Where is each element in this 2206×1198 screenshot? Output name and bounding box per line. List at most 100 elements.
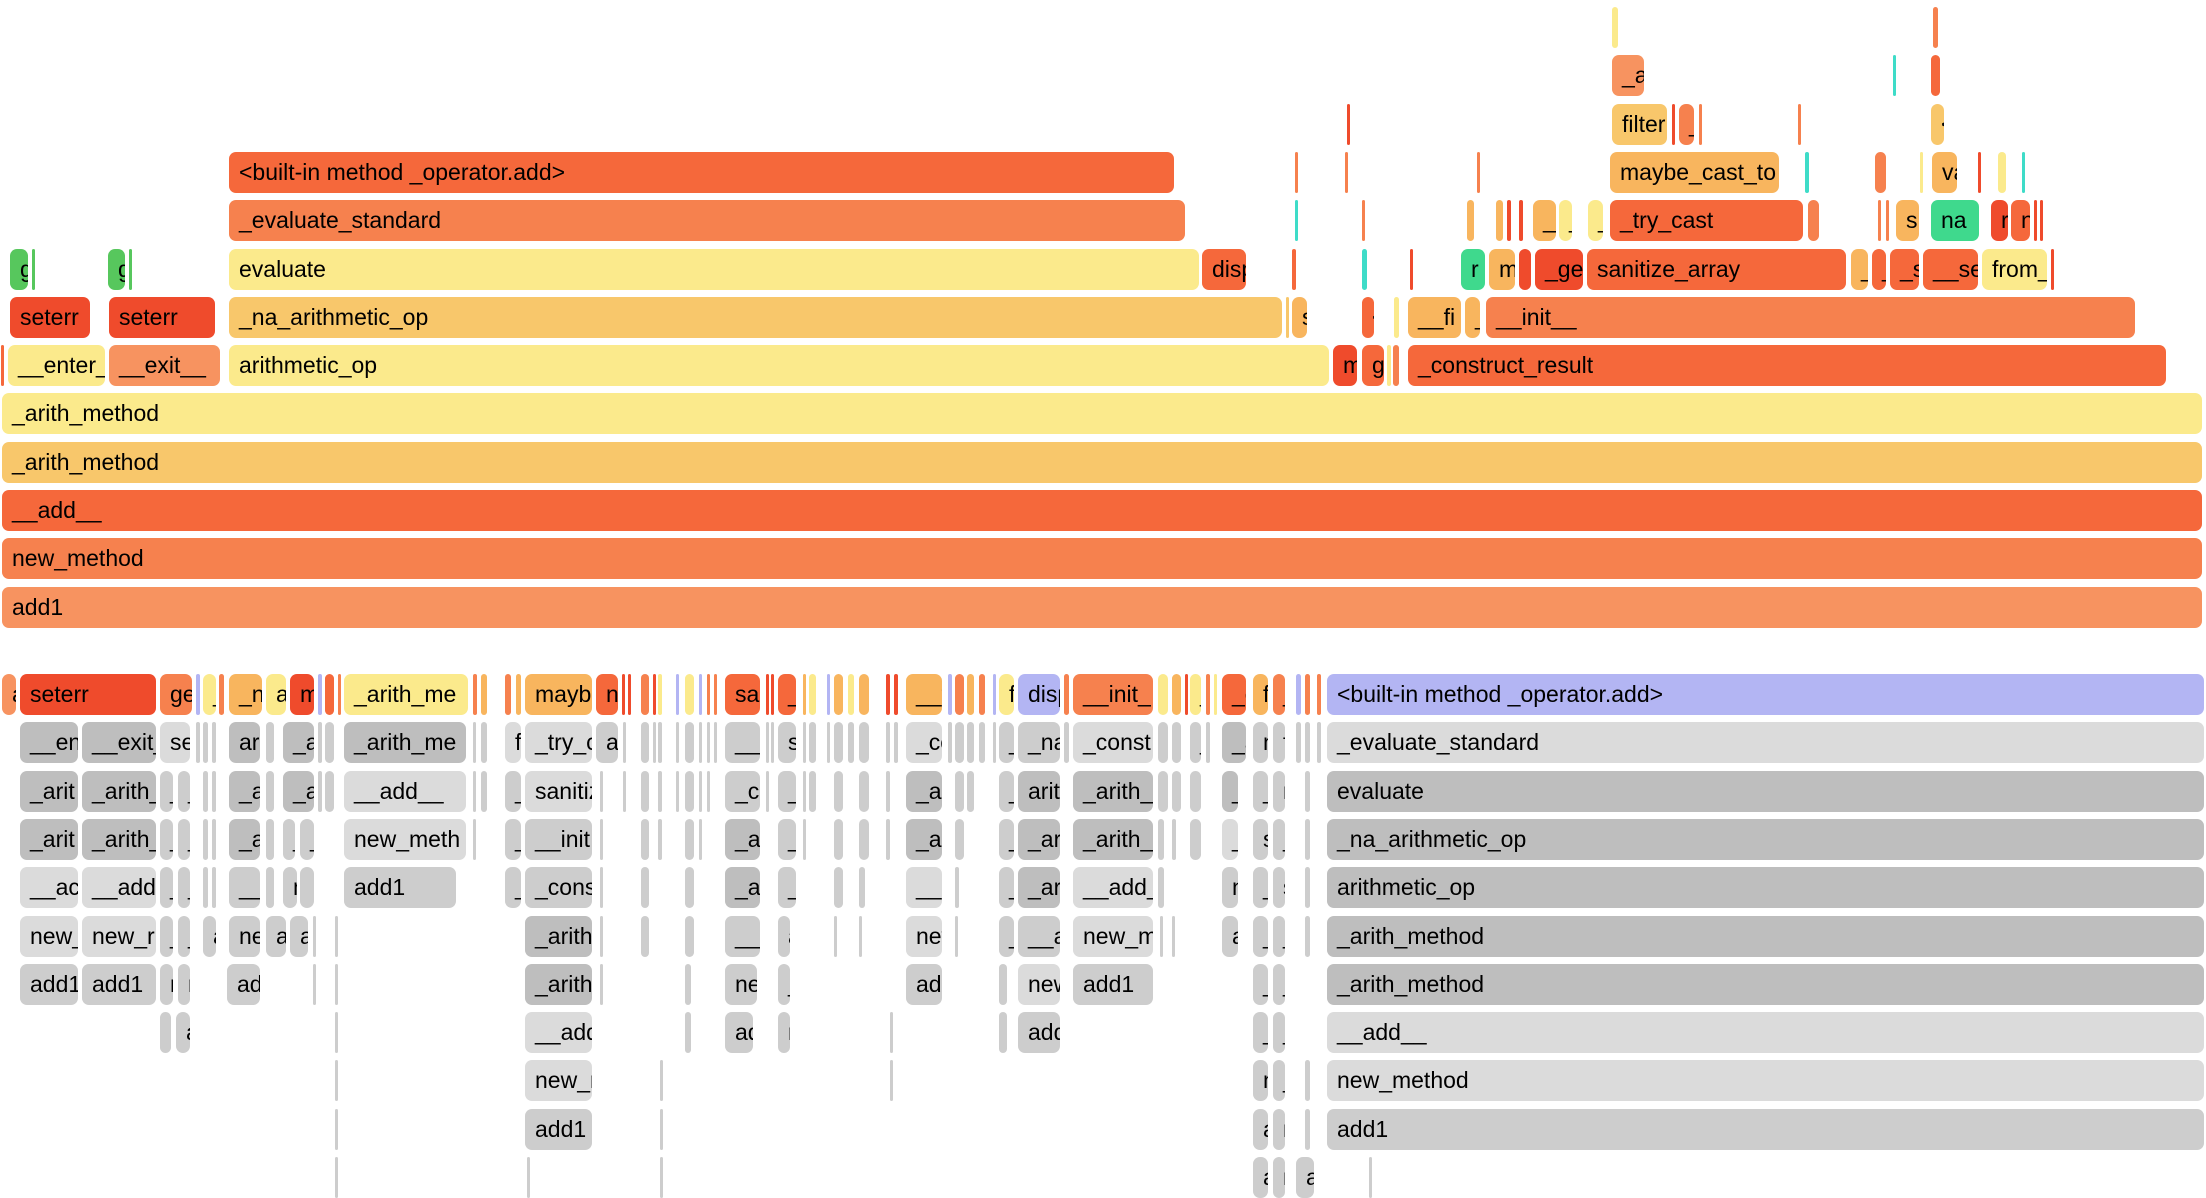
flame-frame-sliver[interactable] [803,818,806,860]
flame-frame-sliver[interactable] [979,722,985,764]
flame-frame[interactable]: _a [725,818,760,860]
flame-frame-sliver[interactable] [848,722,854,764]
flame-frame-sliver[interactable] [266,722,274,764]
flame-frame-sliver[interactable] [1206,722,1210,764]
flame-frame[interactable]: < [1931,103,1944,145]
flame-frame[interactable]: add1 [1073,963,1153,1005]
flame-frame[interactable]: disp [1202,248,1246,290]
flame-frame[interactable]: __ [229,867,260,909]
flame-frame[interactable]: _ [178,915,190,957]
flame-frame-sliver[interactable] [481,722,487,764]
flame-frame[interactable]: __ [725,722,760,764]
flame-frame[interactable]: _ [283,818,295,860]
flame-frame-sliver[interactable] [335,1157,338,1198]
flame-frame[interactable]: _ [778,867,796,909]
flame-frame-sliver[interactable] [848,674,854,715]
flame-frame-sliver[interactable] [1206,674,1210,715]
flame-frame[interactable]: n [1253,722,1268,764]
flame-frame[interactable]: new [1018,963,1060,1005]
flame-frame[interactable]: _ [505,770,521,812]
flame-frame[interactable]: _a [229,770,260,812]
flame-frame[interactable]: _ [1273,818,1285,860]
flame-frame[interactable]: __add__ [344,770,466,812]
flame-frame-sliver[interactable] [809,722,816,764]
flame-frame[interactable]: __ [725,915,760,957]
flame-frame-sliver[interactable] [527,1157,530,1198]
flame-frame-sliver[interactable] [1362,248,1367,290]
flame-frame[interactable]: new_m [1073,915,1153,957]
flame-frame-sliver[interactable] [1394,296,1399,338]
flame-frame-sliver[interactable] [890,1060,893,1102]
flame-frame-sliver[interactable] [886,722,890,764]
flame-frame-sliver[interactable] [335,1108,338,1150]
flame-frame[interactable]: add1 [82,963,156,1005]
flame-frame-sliver[interactable] [766,770,769,812]
flame-frame-sliver[interactable] [1214,674,1217,715]
flame-frame[interactable]: add1 [1018,1012,1060,1054]
flame-frame-sliver[interactable] [699,722,702,764]
flame-frame[interactable]: s [778,722,796,764]
flame-frame[interactable]: add1 [344,867,456,909]
flame-frame-sliver[interactable] [313,915,316,957]
flame-frame[interactable]: se [160,722,190,764]
flame-frame[interactable]: n [1273,1157,1285,1198]
flame-frame[interactable]: _co [906,722,942,764]
flame-frame[interactable]: m [290,674,314,715]
flame-frame[interactable]: _ [778,770,796,812]
flame-frame[interactable]: _ [778,818,796,860]
flame-frame[interactable]: a [160,1012,171,1054]
flame-frame[interactable]: _ [1253,867,1268,909]
flame-frame[interactable]: __fi [1408,296,1461,338]
flame-frame-sliver[interactable] [335,1012,338,1054]
flame-frame[interactable]: _try_cast [1610,200,1803,242]
flame-frame[interactable]: ad [290,915,308,957]
flame-frame[interactable]: ad [725,1012,753,1054]
flame-frame[interactable]: __ [1222,818,1238,860]
flame-frame-sliver[interactable] [1805,151,1809,193]
flame-frame-sliver[interactable] [685,722,694,764]
flame-frame[interactable]: _ [1190,722,1201,764]
flame-frame-sliver[interactable] [1185,674,1188,715]
flame-frame[interactable]: __add [82,867,156,909]
flame-frame-sliver[interactable] [1172,818,1176,860]
flame-frame-sliver[interactable] [313,963,316,1005]
flame-frame-sliver[interactable] [1305,867,1310,909]
flame-frame-sliver[interactable] [707,674,710,715]
flame-frame-sliver[interactable] [1362,200,1365,242]
flame-frame[interactable]: _arith_method [2,441,2202,483]
flame-frame[interactable]: n [2011,200,2030,242]
flame-frame-sliver[interactable] [685,770,694,812]
flame-frame-sliver[interactable] [886,770,890,812]
flame-frame[interactable]: f [1253,674,1268,715]
flame-frame-sliver[interactable] [886,674,890,715]
flame-frame-sliver[interactable] [1699,103,1702,145]
flame-frame-sliver[interactable] [1305,674,1310,715]
flame-frame[interactable]: ge [160,674,192,715]
flame-frame-sliver[interactable] [641,674,649,715]
flame-frame-sliver[interactable] [967,770,974,812]
flame-frame[interactable]: a [266,915,286,957]
flame-frame-sliver[interactable] [1172,770,1181,812]
flame-frame-sliver[interactable] [266,818,274,860]
flame-frame-sliver[interactable] [1978,151,1981,193]
flame-frame[interactable]: _ [1465,296,1480,338]
flame-frame[interactable]: < [1875,151,1886,193]
flame-frame[interactable]: _ [999,818,1014,860]
flame-frame-sliver[interactable] [1798,103,1801,145]
flame-frame-sliver[interactable] [1998,151,2006,193]
flame-frame-sliver[interactable] [2051,248,2054,290]
flame-frame-sliver[interactable] [886,818,890,860]
flame-frame[interactable]: _arith_me [344,674,468,715]
flame-frame[interactable]: _arith_method [1327,915,2204,957]
flame-frame[interactable]: __a [906,867,942,909]
flame-frame[interactable]: ne [725,963,757,1005]
flame-frame-sliver[interactable] [685,674,694,715]
flame-frame-sliver[interactable] [203,867,208,909]
flame-frame-sliver[interactable] [1496,200,1503,242]
flame-frame[interactable]: s [1292,296,1307,338]
flame-frame[interactable]: a [203,915,216,957]
flame-frame[interactable]: seterr [10,296,90,338]
flame-frame[interactable]: _ge [1535,248,1583,290]
flame-frame-sliver[interactable] [641,770,649,812]
flame-frame-sliver[interactable] [628,674,631,715]
